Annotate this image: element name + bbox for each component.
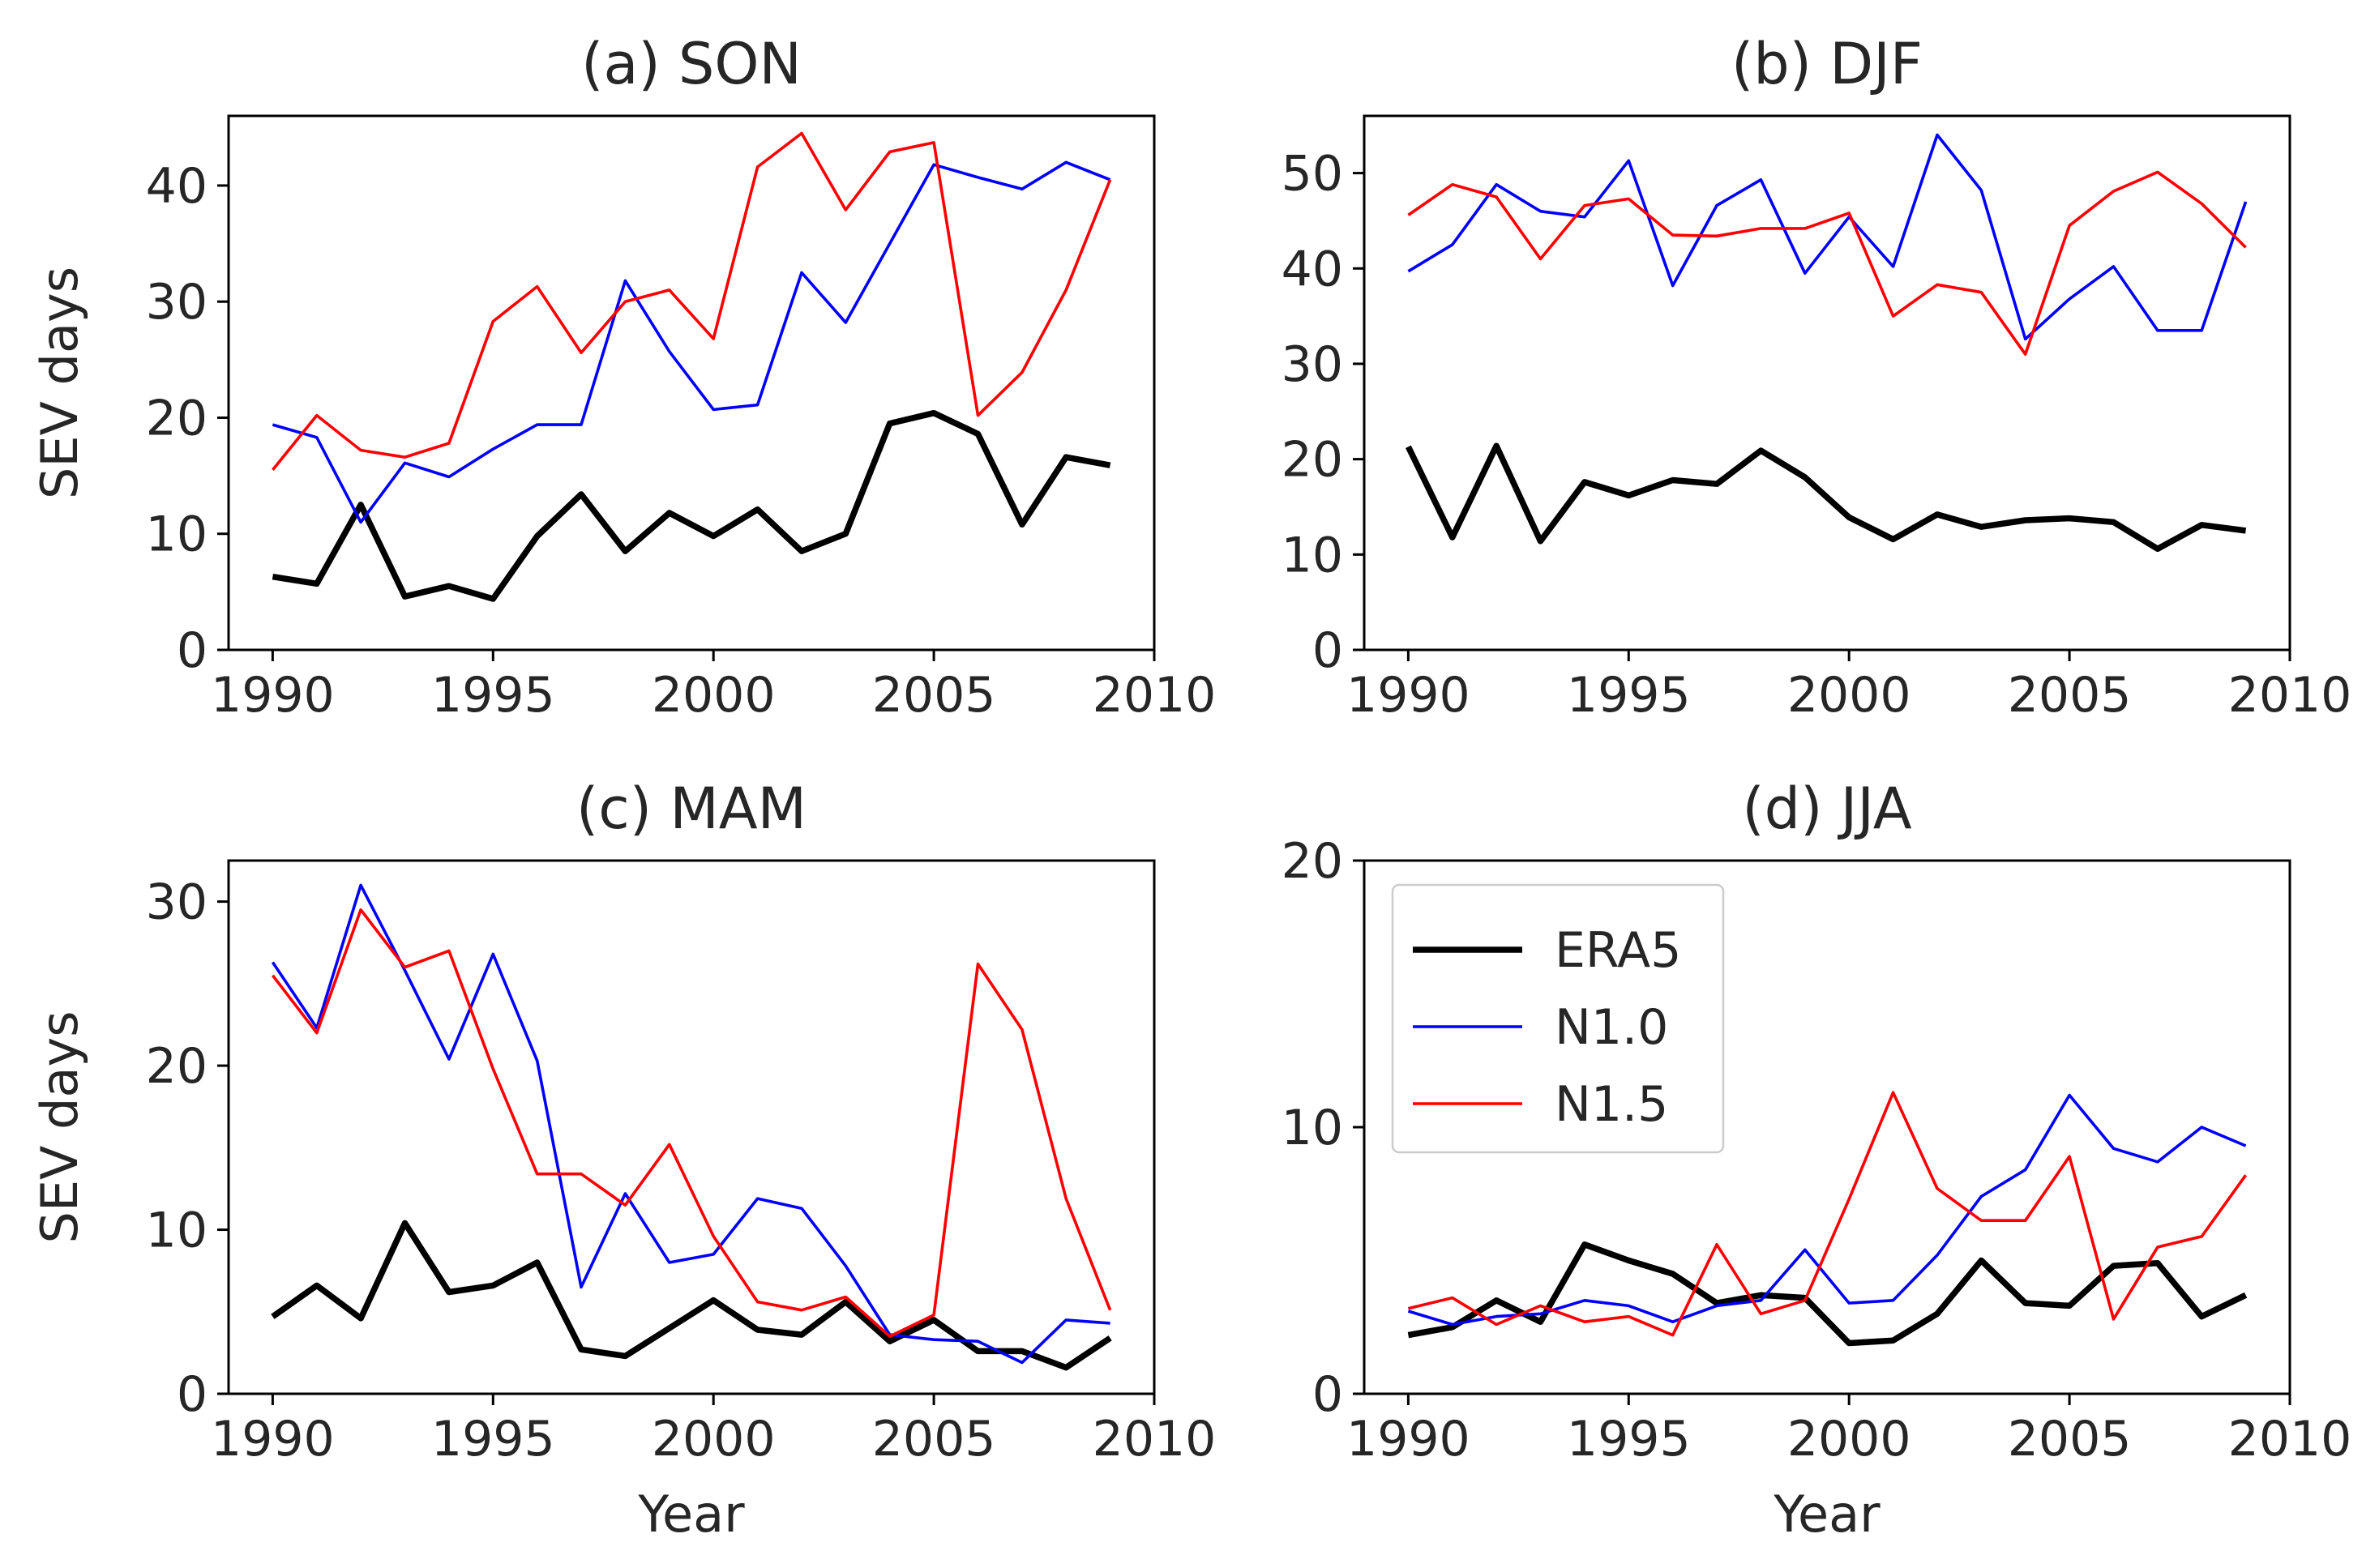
x-tick-label: 1995	[1567, 667, 1691, 724]
x-tick-label: 2005	[2008, 667, 2132, 724]
axes-frame	[1363, 114, 2291, 652]
y-tick-label: 40	[1281, 241, 1343, 297]
y-tick-label: 30	[146, 874, 208, 931]
y-axis-label: SEV days	[30, 267, 89, 499]
axes-frame	[227, 114, 1156, 652]
series-line-n1-0	[1407, 1093, 2247, 1327]
legend-label-n1-0: N1.0	[1555, 999, 1668, 1056]
series-line-n1-5	[272, 131, 1112, 472]
panel-3: 1990 1995 2000 2005 2010 0 10 20 30 (c) MAM SEV da…	[30, 775, 1216, 1544]
x-axis-label: Year	[1773, 1485, 1881, 1544]
y-tick-label: 0	[1312, 1366, 1343, 1423]
x-tick-label: 1990	[211, 667, 335, 724]
series-line-era5	[272, 409, 1111, 602]
series-line-era5	[1406, 442, 2247, 553]
axes-frame	[227, 859, 1156, 1395]
x-tick-label: 1995	[431, 1411, 555, 1468]
y-tick-label: 10	[146, 506, 208, 563]
x-tick-label: 2005	[872, 1411, 996, 1468]
y-tick-label: 20	[146, 1038, 208, 1095]
panel-title: (b) DJF	[1731, 31, 1923, 97]
plot-area	[1364, 116, 2290, 650]
y-tick-label: 20	[146, 390, 208, 446]
y-tick-label: 10	[146, 1203, 208, 1259]
y-tick-label: 0	[177, 622, 208, 679]
y-tick-label: 30	[146, 274, 208, 331]
x-tick-label: 1995	[431, 667, 555, 724]
x-tick-label: 2010	[2228, 1411, 2352, 1468]
y-tick-label: 0	[177, 1366, 208, 1423]
legend: ERA5 N1.0 N1.5	[1391, 883, 1725, 1154]
x-tick-label: 1995	[1567, 1411, 1691, 1468]
x-tick-label: 2000	[1787, 1411, 1911, 1468]
x-tick-label: 2010	[1093, 1411, 1217, 1468]
x-tick-label: 1990	[211, 1411, 335, 1468]
y-tick-label: 10	[1281, 527, 1343, 583]
panel-title: (d) JJA	[1742, 775, 1911, 842]
x-tick-label: 2005	[2008, 1411, 2132, 1468]
series-line-n1-0	[272, 160, 1111, 524]
series-line-era5	[271, 1220, 1112, 1371]
legend-label-era5: ERA5	[1555, 922, 1681, 979]
x-tick-label: 1990	[1346, 1411, 1470, 1468]
series-line-n1-0	[1407, 133, 2248, 341]
legend-label-n1-5: N1.5	[1555, 1076, 1668, 1133]
x-tick-label: 2010	[1093, 667, 1217, 724]
y-tick-label: 50	[1281, 146, 1343, 203]
x-tick-label: 2005	[872, 667, 996, 724]
y-tick-label: 10	[1281, 1100, 1343, 1156]
panel-4: 1990 1995 2000 2005 2010 0 10 20 (d) JJA Year ERA5…	[1281, 775, 2352, 1544]
x-tick-label: 2000	[652, 667, 776, 724]
x-tick-label: 2010	[2228, 667, 2352, 724]
panel-title: (a) SON	[581, 31, 802, 97]
panel-title: (c) MAM	[576, 775, 807, 842]
y-tick-label: 0	[1312, 622, 1343, 679]
panel-1: 1990 1995 2000 2005 2010 0 10 20 30 40 (a) SON SEV …	[30, 31, 1216, 724]
series-line-n1-5	[1407, 170, 2247, 357]
series-line-n1-0	[271, 883, 1110, 1365]
x-axis-label: Year	[637, 1485, 745, 1544]
x-tick-label: 1990	[1346, 667, 1470, 724]
y-axis-label: SEV days	[30, 1011, 89, 1244]
y-tick-label: 30	[1281, 336, 1343, 393]
x-tick-label: 2000	[1787, 667, 1911, 724]
panel-2: 1990 1995 2000 2005 2010 0 10 20 30 40 50 (b) DJF	[1281, 31, 2352, 724]
series-line-n1-5	[1407, 1091, 2248, 1337]
y-tick-label: 20	[1281, 432, 1343, 489]
plot-area	[229, 861, 1154, 1394]
series-line-n1-5	[271, 908, 1112, 1338]
y-tick-label: 40	[146, 158, 208, 215]
x-tick-label: 2000	[652, 1411, 776, 1468]
y-tick-label: 20	[1281, 833, 1343, 890]
